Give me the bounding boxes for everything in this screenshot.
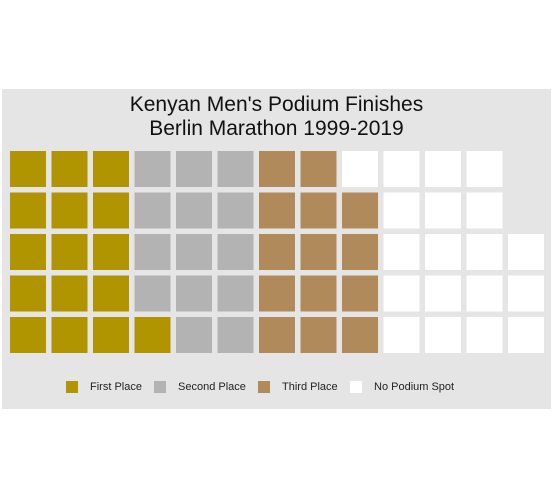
waffle-cell-first-place: [93, 192, 129, 229]
waffle-cell-no-podium-spot: [508, 317, 544, 353]
waffle-cell-third-place: [300, 151, 337, 187]
legend-swatch-second-place: [154, 381, 166, 393]
legend-label-third-place: Third Place: [282, 381, 338, 393]
waffle-cell-no-podium-spot: [466, 317, 503, 353]
waffle-cell-first-place: [10, 275, 46, 312]
waffle-cell-third-place: [342, 317, 378, 353]
chart-title-line-2: Berlin Marathon 1999-2019: [149, 117, 404, 140]
waffle-cell-no-podium-spot: [383, 275, 420, 312]
waffle-cell-third-place: [342, 275, 378, 312]
waffle-cell-first-place: [10, 151, 46, 187]
waffle-cell-second-place: [176, 317, 212, 353]
waffle-cell-no-podium-spot: [466, 275, 503, 312]
waffle-cell-no-podium-spot: [466, 151, 503, 187]
waffle-cell-first-place: [93, 234, 129, 270]
waffle-cell-first-place: [10, 317, 46, 353]
waffle-cell-no-podium-spot: [425, 151, 461, 187]
chart-panel: Kenyan Men's Podium Finishes Berlin Mara…: [2, 89, 551, 409]
waffle-cell-third-place: [342, 234, 378, 270]
waffle-cell-second-place: [176, 234, 212, 270]
waffle-cell-third-place: [259, 151, 295, 187]
waffle-cell-third-place: [300, 317, 337, 353]
waffle-cell-third-place: [300, 275, 337, 312]
waffle-cell-third-place: [342, 192, 378, 229]
waffle-cell-second-place: [217, 151, 254, 187]
waffle-cell-no-podium-spot: [425, 192, 461, 229]
waffle-cell-no-podium-spot: [383, 151, 420, 187]
waffle-cell-no-podium-spot: [342, 151, 378, 187]
waffle-cell-no-podium-spot: [383, 234, 420, 270]
waffle-cell-second-place: [176, 275, 212, 312]
legend-label-first-place: First Place: [90, 381, 142, 393]
waffle-cell-no-podium-spot: [425, 317, 461, 353]
chart-title: Kenyan Men's Podium Finishes Berlin Mara…: [2, 93, 551, 141]
chart-title-line-1: Kenyan Men's Podium Finishes: [129, 93, 424, 116]
waffle-cell-third-place: [300, 192, 337, 229]
legend-item-second-place: Second Place: [154, 379, 246, 395]
legend-item-no-podium: No Podium Spot: [350, 379, 454, 395]
legend-swatch-first-place: [66, 381, 78, 393]
waffle-cell-second-place: [134, 192, 171, 229]
waffle-cell-first-place: [51, 234, 88, 270]
waffle-cell-third-place: [259, 275, 295, 312]
waffle-cell-third-place: [259, 234, 295, 270]
waffle-cell-second-place: [217, 234, 254, 270]
waffle-cell-second-place: [134, 234, 171, 270]
legend-swatch-no-podium: [350, 381, 362, 393]
waffle-cell-second-place: [134, 151, 171, 187]
waffle-cell-no-podium-spot: [466, 192, 503, 229]
waffle-cell-no-podium-spot: [425, 275, 461, 312]
waffle-cell-no-podium-spot: [466, 234, 503, 270]
legend-label-second-place: Second Place: [178, 381, 246, 393]
waffle-cell-first-place: [93, 151, 129, 187]
waffle-cell-third-place: [259, 192, 295, 229]
waffle-cell-first-place: [10, 192, 46, 229]
waffle-cell-first-place: [134, 317, 171, 353]
waffle-cell-third-place: [300, 234, 337, 270]
waffle-cell-second-place: [176, 151, 212, 187]
waffle-cell-no-podium-spot: [425, 234, 461, 270]
waffle-cell-first-place: [51, 317, 88, 353]
legend-item-third-place: Third Place: [258, 379, 338, 395]
waffle-cell-first-place: [93, 275, 129, 312]
legend-swatch-third-place: [258, 381, 270, 393]
waffle-cell-second-place: [217, 192, 254, 229]
waffle-cell-no-podium-spot: [508, 234, 544, 270]
waffle-cell-no-podium-spot: [383, 192, 420, 229]
waffle-cell-first-place: [51, 192, 88, 229]
waffle-cell-second-place: [217, 275, 254, 312]
legend: First Place Second Place Third Place No …: [2, 379, 551, 399]
waffle-cell-no-podium-spot: [508, 275, 544, 312]
waffle-cell-first-place: [10, 234, 46, 270]
waffle-chart: [10, 151, 544, 353]
waffle-cell-second-place: [176, 192, 212, 229]
waffle-cell-first-place: [51, 151, 88, 187]
waffle-cell-second-place: [217, 317, 254, 353]
legend-item-first-place: First Place: [66, 379, 142, 395]
waffle-cell-second-place: [134, 275, 171, 312]
waffle-cell-third-place: [259, 317, 295, 353]
legend-label-no-podium: No Podium Spot: [374, 381, 455, 393]
waffle-cell-first-place: [93, 317, 129, 353]
waffle-cell-no-podium-spot: [383, 317, 420, 353]
waffle-cell-first-place: [51, 275, 88, 312]
